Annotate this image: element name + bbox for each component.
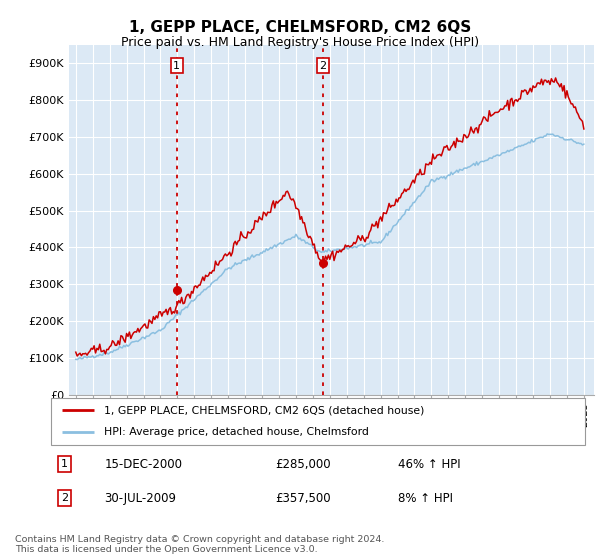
- Text: 15-DEC-2000: 15-DEC-2000: [104, 458, 182, 471]
- Text: Price paid vs. HM Land Registry's House Price Index (HPI): Price paid vs. HM Land Registry's House …: [121, 36, 479, 49]
- Text: 2: 2: [61, 493, 68, 503]
- Text: 1: 1: [173, 60, 180, 71]
- Text: 1: 1: [61, 459, 68, 469]
- Text: 46% ↑ HPI: 46% ↑ HPI: [398, 458, 461, 471]
- Text: 1, GEPP PLACE, CHELMSFORD, CM2 6QS: 1, GEPP PLACE, CHELMSFORD, CM2 6QS: [129, 20, 471, 35]
- Text: £285,000: £285,000: [275, 458, 331, 471]
- Text: HPI: Average price, detached house, Chelmsford: HPI: Average price, detached house, Chel…: [104, 427, 369, 437]
- Text: Contains HM Land Registry data © Crown copyright and database right 2024.
This d: Contains HM Land Registry data © Crown c…: [15, 535, 385, 554]
- Text: 2: 2: [319, 60, 326, 71]
- FancyBboxPatch shape: [51, 398, 585, 445]
- Text: 1, GEPP PLACE, CHELMSFORD, CM2 6QS (detached house): 1, GEPP PLACE, CHELMSFORD, CM2 6QS (deta…: [104, 405, 425, 416]
- Text: 30-JUL-2009: 30-JUL-2009: [104, 492, 176, 505]
- Text: £357,500: £357,500: [275, 492, 331, 505]
- Text: 8% ↑ HPI: 8% ↑ HPI: [398, 492, 453, 505]
